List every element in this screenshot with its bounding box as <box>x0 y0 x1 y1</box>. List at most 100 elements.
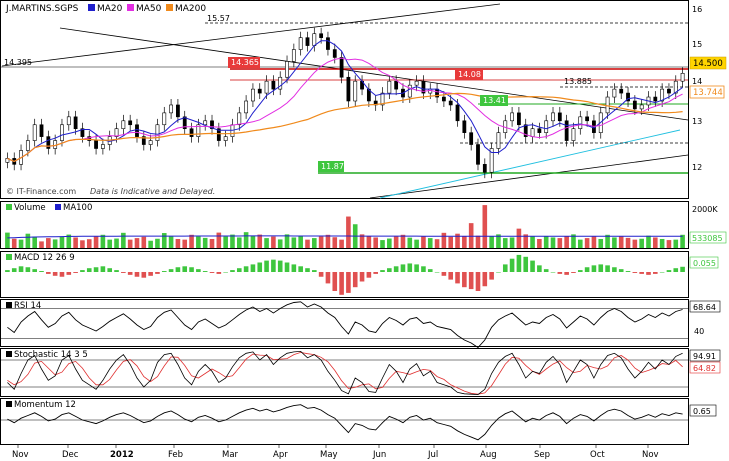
stoch-k-value-box <box>689 349 721 362</box>
macd-bar <box>359 272 365 282</box>
volume-bar <box>434 239 440 248</box>
macd-bar <box>284 262 290 272</box>
volume-bar <box>230 234 235 248</box>
stoch-k-line <box>7 350 683 396</box>
label-14-08: 14.08 <box>458 70 481 79</box>
volume-bar <box>25 233 31 248</box>
rsi-value-box <box>689 300 721 313</box>
volume-bar <box>427 238 433 248</box>
candle-body <box>319 33 324 38</box>
trendline-descending <box>59 27 689 121</box>
volume-layer <box>5 205 685 248</box>
macd-bar <box>39 271 44 272</box>
volume-bar <box>318 236 324 248</box>
x-tick-label: Jun <box>372 450 386 460</box>
macd-bar <box>318 272 324 277</box>
price-tick-13: 13 <box>692 117 702 126</box>
candle-body <box>305 37 310 46</box>
macd-bar <box>107 268 113 272</box>
volume-title: Volume <box>14 203 46 213</box>
legend-ma20-swatch <box>88 4 95 11</box>
x-tick-label: Mar <box>222 450 239 460</box>
x-axis: Nov Dec 2012 Feb Mar Apr May Jun Jul Aug Sep Oct Nov <box>12 445 659 460</box>
candle-body <box>564 120 569 141</box>
volume-bar <box>305 239 310 248</box>
candle-body <box>80 128 85 137</box>
label-13-885: 13.885 <box>564 77 592 86</box>
ma-value-box <box>689 85 725 99</box>
candle-body <box>578 116 583 130</box>
volume-bar <box>189 234 194 248</box>
stoch-k-value: 94.91 <box>693 352 716 361</box>
candle-body <box>25 140 30 151</box>
volume-bar <box>257 234 263 248</box>
macd-bar <box>352 272 358 288</box>
candle-body <box>203 120 208 126</box>
volume-bar <box>284 234 290 248</box>
volume-bar <box>298 236 303 248</box>
trendline-cyan <box>379 129 681 199</box>
macd-bar <box>100 266 106 272</box>
macd-title: MACD 12 26 9 <box>14 253 75 263</box>
macd-bar <box>393 266 399 272</box>
macd-bar <box>264 260 269 272</box>
volume-bar <box>277 239 283 248</box>
volume-bar <box>148 240 153 248</box>
macd-bar <box>509 258 515 272</box>
macd-bar <box>325 272 331 284</box>
disclaimer-text: Data is Indicative and Delayed. <box>90 187 215 196</box>
macd-bar <box>250 264 256 272</box>
macd-bar <box>502 264 508 272</box>
price-tick-12: 12 <box>692 163 702 172</box>
candle-body <box>496 132 501 149</box>
box-14-08 <box>455 69 483 80</box>
volume-bar <box>523 234 529 248</box>
volume-bar <box>271 236 276 248</box>
macd-bar <box>5 270 10 272</box>
x-tick-label: Dec <box>62 450 79 460</box>
price-axis: 16 15 14 13 12 14.500 13.744 <box>689 5 727 172</box>
legend-ma200-label: MA200 <box>175 4 206 14</box>
volume-bar <box>80 240 85 248</box>
macd-bar <box>305 268 310 272</box>
volume-bar <box>223 236 228 248</box>
candle-body <box>462 120 467 133</box>
volume-bar <box>209 238 215 248</box>
volume-bar <box>639 238 644 248</box>
macd-bar <box>414 264 419 272</box>
macd-bar <box>277 260 283 272</box>
candle-body <box>455 104 460 122</box>
candle-body <box>380 92 385 106</box>
volume-bar <box>127 239 133 248</box>
candle-body <box>626 92 630 102</box>
momentum-value-box <box>689 404 717 417</box>
candle-body <box>271 80 276 90</box>
candle-body <box>557 112 562 122</box>
candle-body <box>176 104 180 118</box>
volume-bar <box>537 238 542 248</box>
volume-bar <box>325 234 331 248</box>
stoch-swatch <box>6 351 12 357</box>
symbol-label: J.MARTINS.SGPS <box>5 4 79 14</box>
box-14-365 <box>228 57 260 68</box>
volume-bar <box>107 239 113 248</box>
legend-ma20-label: MA20 <box>97 4 123 14</box>
moving-averages-layer <box>7 40 683 163</box>
candle-body <box>312 33 317 46</box>
candle-body <box>476 144 480 165</box>
macd-value: 0.055 <box>693 259 716 268</box>
volume-swatch <box>6 204 12 210</box>
macd-bar <box>496 272 501 273</box>
volume-bar <box>618 236 624 248</box>
volume-bar <box>339 239 344 248</box>
candle-body <box>264 80 269 94</box>
macd-bar <box>612 267 617 272</box>
candle-body <box>332 49 337 58</box>
trendline-lower <box>369 154 689 199</box>
x-tick-label: Sep <box>534 450 550 460</box>
macd-bar <box>236 268 242 272</box>
price-tick-16: 16 <box>692 5 702 14</box>
candle-body <box>673 80 678 94</box>
macd-bar <box>73 272 78 273</box>
macd-bar <box>550 272 556 273</box>
